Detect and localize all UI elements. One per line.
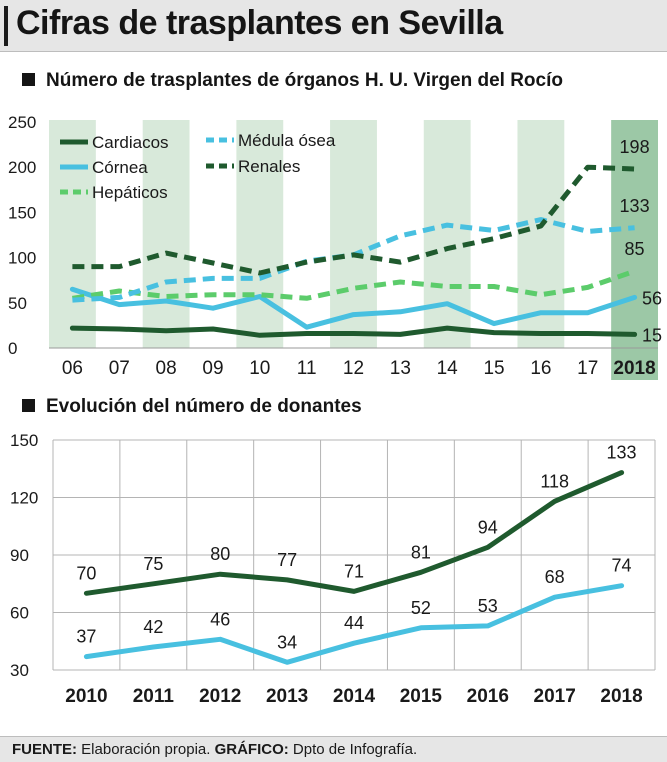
series-line-renales [72,164,635,276]
x-tick-2012: 2012 [199,686,241,707]
chart2-title: Evolución del número de donantes [46,396,362,417]
x-tick-14: 14 [437,358,459,379]
shade-band-12 [330,120,377,348]
y-tick-60: 60 [10,604,29,623]
data-label-series0-2011: 75 [143,554,163,574]
end-label-hepaticos: 85 [625,239,645,259]
title-bar: Cifras de trasplantes en Sevilla [0,0,667,52]
data-label-series1-2010: 37 [76,627,96,647]
footer-credits: FUENTE: Elaboración propia. GRÁFICO: Dpt… [12,741,417,758]
legend-label-cornea: Córnea [92,158,148,177]
x-tick-06: 06 [62,358,83,379]
data-label-series0-2015: 81 [411,542,431,562]
x-tick-2014: 2014 [333,686,376,707]
x-tick-17: 17 [577,358,598,379]
donors-series-line-0 [83,470,625,596]
footer-source-label: FUENTE: [12,741,77,758]
data-label-series0-2012: 80 [210,544,230,564]
x-tick-2018: 2018 [613,358,655,379]
end-label-cardiacos: 15 [642,325,662,345]
x-tick-12: 12 [343,358,364,379]
y-tick-0: 0 [8,339,17,358]
y-tick-250: 250 [8,113,36,132]
footer-source-text: Elaboración propia. [77,741,215,758]
series-line-cornea [69,286,638,330]
data-label-series1-2014: 44 [344,613,364,633]
transplants-chart: 0 50 100 150 200 250 06 07 08 09 10 11 12 13 14 15 16 17 2… [8,113,662,380]
shade-band-06 [49,120,96,348]
end-label-cornea: 56 [642,288,662,308]
y-tick-150: 150 [8,203,36,222]
y-tick-120: 120 [10,489,38,508]
y-tick-150: 150 [10,431,38,450]
x-tick-2013: 2013 [266,686,308,707]
y-tick-90: 90 [10,546,29,565]
shade-band-16 [517,120,565,348]
legend-label-medula-osea: Médula ósea [238,131,336,150]
data-label-series1-2016: 53 [478,596,498,616]
x-tick-08: 08 [156,358,177,379]
x-tick-07: 07 [109,358,130,379]
footer-graphic-label: GRÁFICO: [214,741,289,758]
data-label-series0-2010: 70 [76,563,96,583]
x-tick-11: 11 [297,358,317,379]
data-label-series1-2017: 68 [545,567,565,587]
x-tick-2015: 2015 [400,686,443,707]
x-tick-09: 09 [202,358,223,379]
data-label-series0-2013: 77 [277,550,297,570]
x-tick-2011: 2011 [133,686,175,707]
end-label-renales: 198 [620,137,650,157]
legend-label-hepaticos: Hepáticos [92,183,168,202]
data-label-series1-2018: 74 [612,556,632,576]
footer: FUENTE: Elaboración propia. GRÁFICO: Dpt… [0,736,667,762]
footer-graphic-text: Dpto de Infografía. [288,741,418,758]
x-tick-16: 16 [530,358,551,379]
donors-series-line-1 [83,583,625,665]
data-label-series0-2017: 118 [540,471,569,491]
shade-band-08 [142,120,190,348]
x-tick-2010: 2010 [65,686,107,707]
data-label-series0-2018: 133 [607,443,637,463]
donors-chart: 30 60 90 120 150 2010 2011 2012 2013 2014 2015 2016… [10,431,656,707]
y-tick-200: 200 [8,158,36,177]
data-label-series0-2016: 94 [478,517,498,537]
end-label-medula-osea: 133 [620,196,650,216]
page-title: Cifras de trasplantes en Sevilla [16,4,503,42]
legend-label-cardiacos: Cardiacos [92,133,169,152]
data-label-series1-2013: 34 [277,632,297,652]
data-label-series0-2014: 71 [344,561,364,581]
y-tick-30: 30 [10,661,29,680]
series-line-cardiacos [69,325,638,338]
shade-band-10 [236,120,284,348]
chart1-title: Número de trasplantes de órganos H. U. V… [46,70,563,91]
x-tick-10: 10 [249,358,270,379]
legend-label-renales: Renales [238,157,300,176]
data-label-series1-2015: 52 [411,598,431,618]
x-tick-2018: 2018 [600,686,642,707]
shade-band-14 [423,120,471,348]
chart1-heading-square-icon [22,73,35,86]
x-tick-15: 15 [483,358,504,379]
x-tick-2017: 2017 [534,686,576,707]
y-tick-100: 100 [8,249,36,268]
title-accent-bar [4,6,8,46]
x-tick-13: 13 [390,358,411,379]
y-tick-50: 50 [8,294,27,313]
chart2-heading-square-icon [22,399,35,412]
x-tick-2016: 2016 [467,686,509,707]
data-label-series1-2012: 46 [210,609,230,629]
data-label-series1-2011: 42 [143,617,163,637]
